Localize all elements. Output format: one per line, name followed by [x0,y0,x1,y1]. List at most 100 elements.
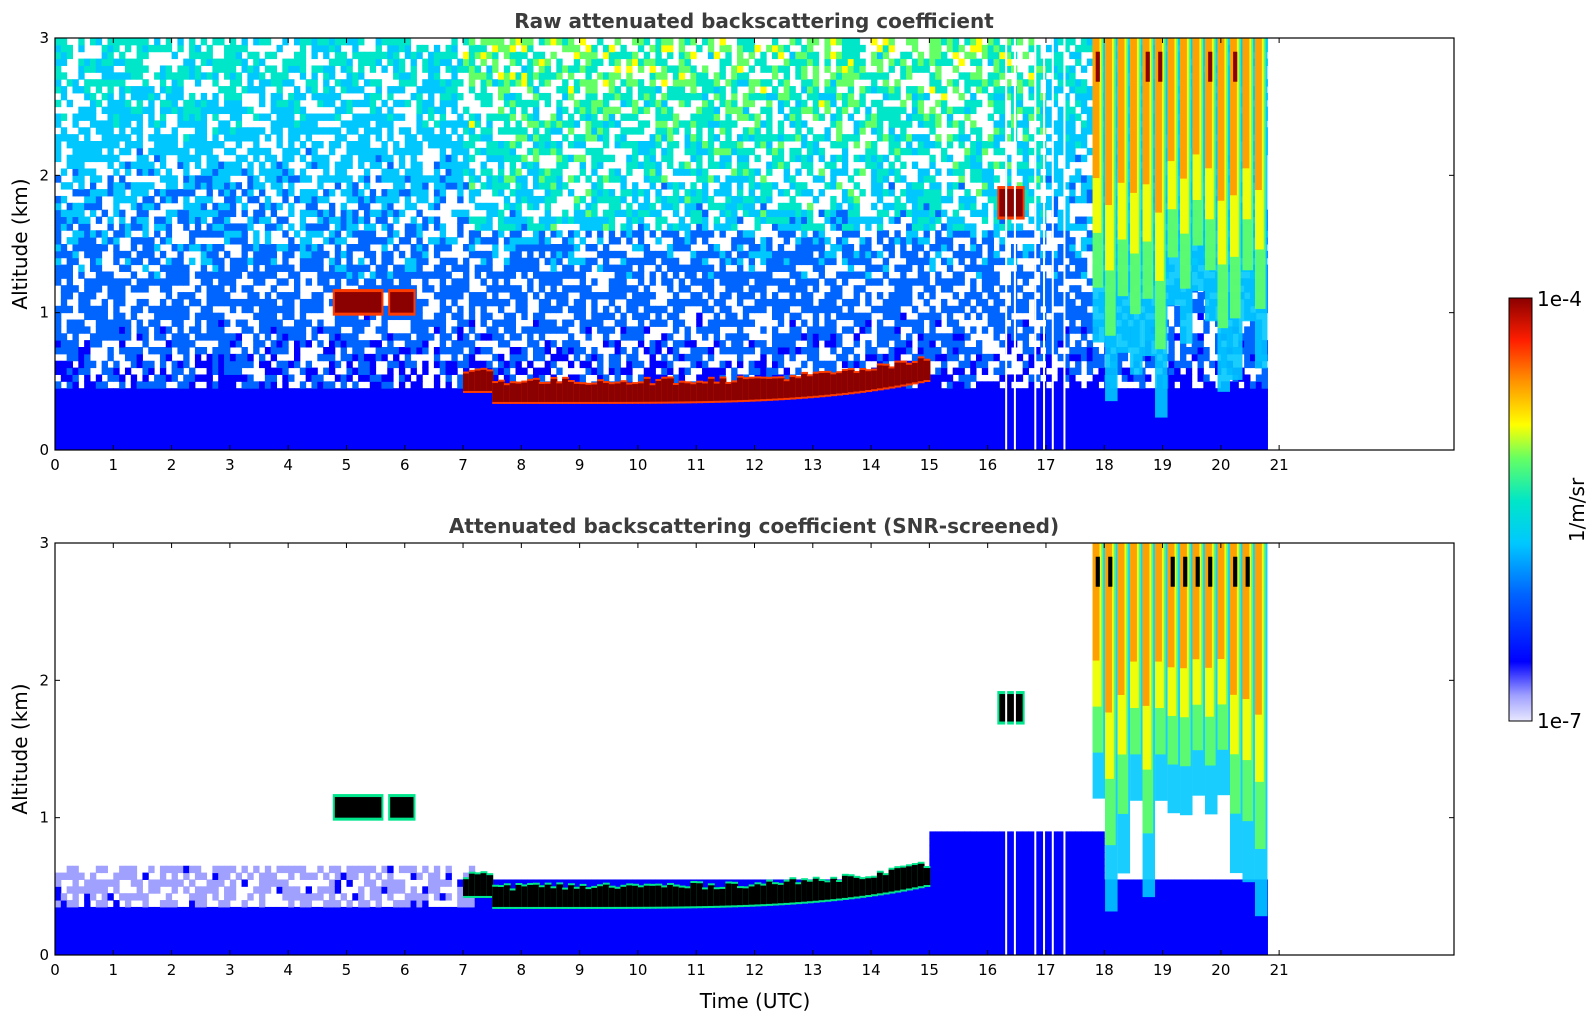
heat-cell [101,65,108,73]
heat-cell [95,374,103,382]
heat-cell [556,86,563,94]
heat-cell [189,113,196,121]
heat-cell [451,92,458,101]
heat-cell [532,51,540,60]
heat-cell [288,408,295,417]
heat-cell [165,347,173,355]
heat-cell [702,237,709,245]
heat-cell [270,168,278,176]
heat-cell [159,223,167,231]
heat-cell [317,92,324,101]
heat-cell [573,209,581,218]
heat-cell [381,312,388,321]
heat-cell [136,168,143,176]
heat-cell [445,401,452,410]
heat-cell [124,113,132,121]
heat-cell [95,141,103,149]
heat-cell [649,134,656,142]
heat-cell [323,237,330,245]
heat-cell [358,388,365,396]
heat-cell [171,175,178,183]
heat-cell [521,244,528,252]
heat-cell [323,271,330,279]
heat-cell [439,237,447,245]
heat-cell [696,264,703,272]
heat-cell [84,285,91,293]
heat-cell [66,319,73,327]
heat-cell [480,216,487,224]
heat-cell [89,278,97,286]
heat-cell [282,161,289,169]
heat-cell [451,209,458,218]
heat-cell [422,216,429,224]
heat-cell [200,99,208,108]
heat-cell [515,401,522,410]
heat-cell [550,120,557,128]
heat-cell [113,120,120,128]
heat-cell [579,264,586,272]
heat-cell [398,278,406,286]
heat-cell [597,99,604,108]
heat-cell [597,38,604,46]
heat-cell [189,374,196,382]
heat-cell [626,285,633,293]
heat-cell [352,120,359,128]
heat-cell [107,65,114,73]
heat-cell [299,340,307,348]
heat-cell [328,237,336,245]
heat-cell [451,141,458,149]
heat-cell [457,216,464,224]
heat-cell [55,58,62,66]
heat-cell [585,106,592,115]
heat-cell [177,326,184,334]
heat-cell [567,244,575,252]
heat-cell [550,305,557,314]
heat-cell [189,408,196,417]
heat-cell [253,264,260,272]
heat-cell [696,44,703,53]
heat-cell [95,388,103,396]
heat-cell [602,51,610,60]
heat-cell [428,202,435,211]
heat-cell [527,326,534,334]
heat-cell [725,182,732,190]
heat-cell [498,79,505,87]
heat-cell [451,278,458,286]
heat-cell [562,237,569,245]
heat-cell [142,237,149,245]
heat-cell [60,408,68,417]
heat-cell [702,189,709,197]
heat-cell [544,237,551,245]
heat-cell [544,141,551,149]
heat-cell [678,285,686,293]
heat-cell [113,305,120,314]
heat-cell [282,401,289,410]
heat-cell [538,175,546,183]
heat-cell [393,99,400,108]
heat-cell [142,326,149,334]
heat-cell [492,58,499,66]
heat-cell [247,401,254,410]
heat-cell [89,333,97,341]
heat-cell [107,147,114,156]
heat-cell [247,326,254,334]
heat-cell [148,381,155,389]
heat-cell [480,305,487,314]
heat-cell [288,395,295,403]
heat-cell [328,436,336,444]
heat-cell [521,415,528,424]
heat-cell [259,99,266,108]
heat-cell [562,292,569,300]
heat-cell [381,305,388,314]
heat-cell [655,305,662,314]
heat-cell [299,209,307,218]
heat-cell [457,182,464,190]
heat-cell [130,86,138,94]
heat-cell [509,38,517,46]
heat-cell [72,374,79,382]
heat-cell [463,319,470,327]
heat-cell [107,120,114,128]
heat-cell [276,216,283,224]
heat-cell [206,230,213,238]
heat-cell [224,250,231,259]
